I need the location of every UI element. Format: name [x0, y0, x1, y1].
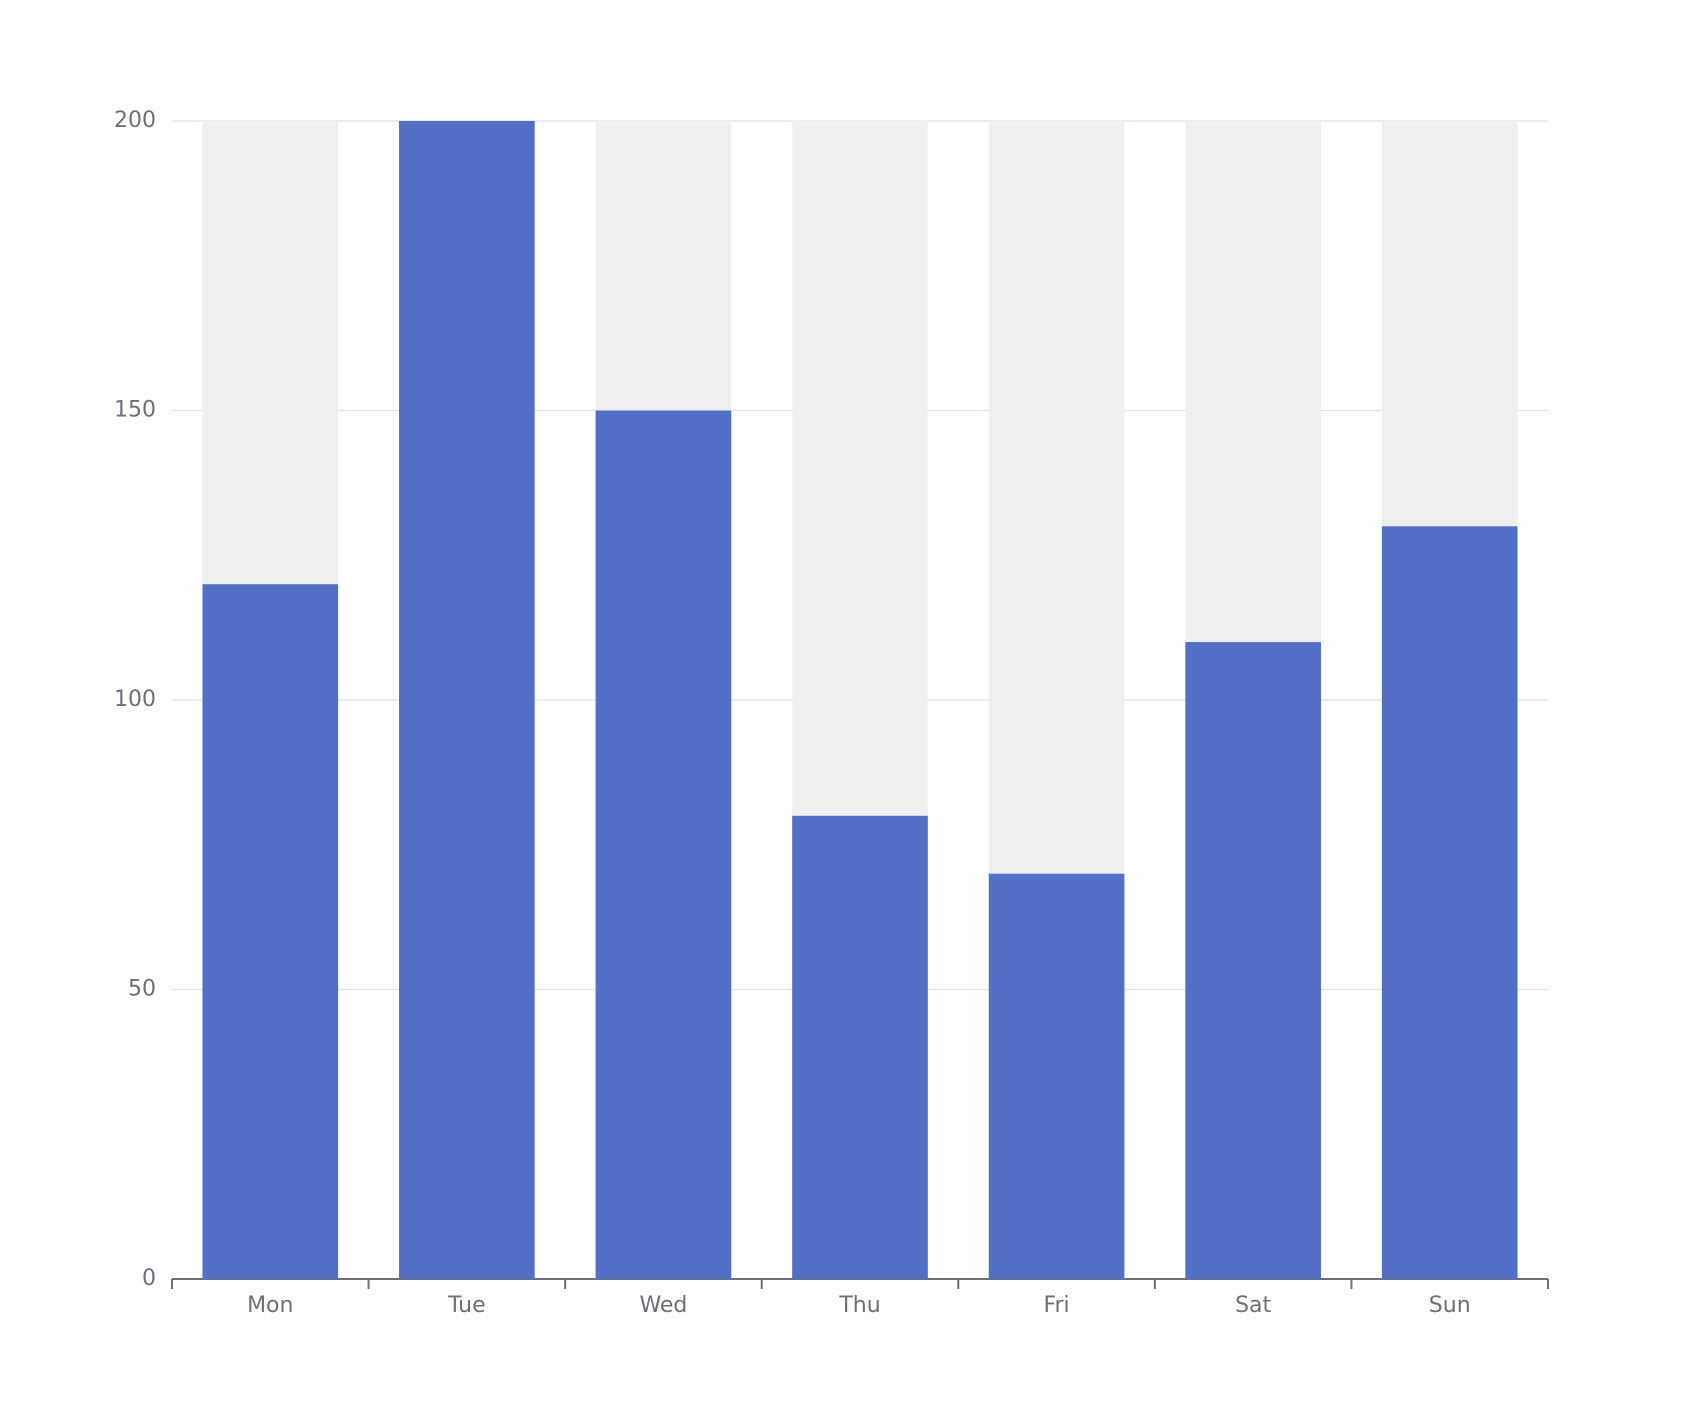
y-tick-label: 100	[114, 687, 156, 712]
bar	[792, 815, 928, 1279]
x-tick-label: Mon	[247, 1293, 293, 1318]
y-tick-label: 200	[114, 108, 156, 133]
bar	[1185, 642, 1321, 1279]
y-tick-label: 50	[128, 977, 156, 1002]
bar	[1381, 526, 1518, 1279]
x-tick-label: Sat	[1235, 1293, 1271, 1318]
y-tick-label: 150	[114, 398, 156, 423]
x-tick-label: Wed	[639, 1293, 687, 1318]
bar	[595, 410, 732, 1279]
bar	[202, 584, 339, 1279]
x-tick-label: Fri	[1043, 1293, 1069, 1318]
bar	[399, 121, 535, 1279]
bar	[988, 873, 1125, 1279]
y-tick-label: 0	[142, 1266, 156, 1291]
x-tick-label: Tue	[447, 1293, 486, 1318]
x-tick-label: Thu	[838, 1293, 880, 1318]
x-tick-label: Sun	[1429, 1293, 1471, 1318]
